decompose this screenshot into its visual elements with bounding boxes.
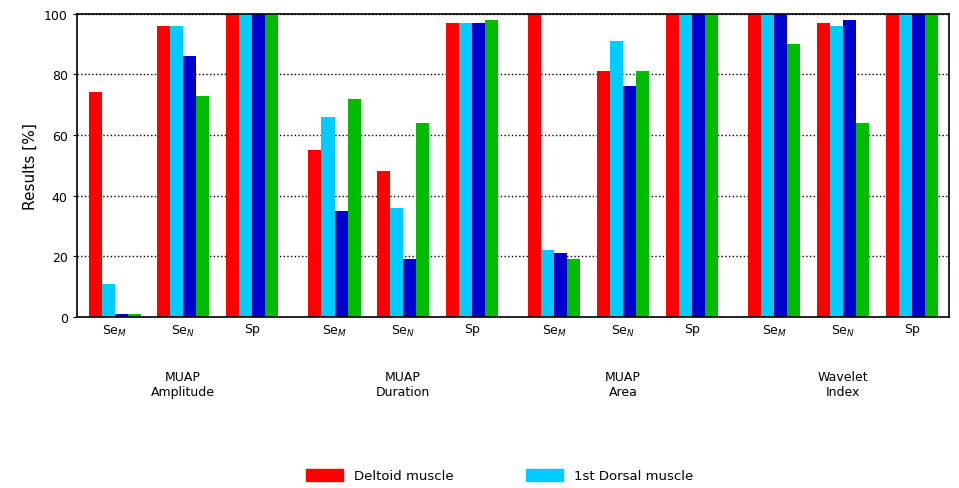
Bar: [623, 87, 636, 317]
Bar: [88, 93, 102, 317]
Bar: [446, 24, 458, 317]
Bar: [666, 15, 679, 317]
Bar: [458, 24, 472, 317]
Bar: [472, 24, 484, 317]
Bar: [251, 15, 265, 317]
Bar: [554, 254, 568, 317]
Bar: [636, 72, 649, 317]
Bar: [377, 172, 390, 317]
Bar: [390, 208, 403, 317]
Bar: [416, 123, 429, 317]
Bar: [610, 42, 623, 317]
Text: MUAP
Amplitude: MUAP Amplitude: [152, 370, 215, 398]
Text: MUAP
Area: MUAP Area: [605, 370, 641, 398]
Bar: [761, 15, 775, 317]
Bar: [265, 15, 278, 317]
Bar: [403, 260, 416, 317]
Bar: [197, 96, 209, 317]
Bar: [528, 15, 542, 317]
Bar: [568, 260, 580, 317]
Bar: [347, 100, 361, 317]
Bar: [679, 15, 691, 317]
Bar: [597, 72, 610, 317]
Bar: [114, 314, 128, 317]
Bar: [309, 151, 321, 317]
Bar: [225, 15, 239, 317]
Text: MUAP
Duration: MUAP Duration: [376, 370, 431, 398]
Bar: [830, 27, 843, 317]
Legend: Deltoid muscle, Lateral Vastus muscle, 1st Dorsal muscle, Anterior Tibial muscle: Deltoid muscle, Lateral Vastus muscle, 1…: [307, 469, 719, 488]
Bar: [843, 20, 856, 317]
Bar: [885, 15, 899, 317]
Bar: [691, 15, 705, 317]
Bar: [924, 15, 938, 317]
Bar: [705, 15, 717, 317]
Y-axis label: Results [%]: Results [%]: [23, 122, 38, 209]
Bar: [484, 20, 498, 317]
Bar: [787, 45, 801, 317]
Bar: [170, 27, 183, 317]
Bar: [912, 15, 924, 317]
Bar: [856, 123, 869, 317]
Bar: [239, 15, 251, 317]
Bar: [748, 15, 761, 317]
Bar: [128, 314, 141, 317]
Text: Wavelet
Index: Wavelet Index: [818, 370, 868, 398]
Bar: [321, 118, 335, 317]
Bar: [775, 15, 787, 317]
Bar: [899, 15, 912, 317]
Bar: [157, 27, 170, 317]
Bar: [102, 284, 114, 317]
Bar: [183, 57, 197, 317]
Bar: [817, 24, 830, 317]
Bar: [335, 211, 347, 317]
Bar: [542, 251, 554, 317]
